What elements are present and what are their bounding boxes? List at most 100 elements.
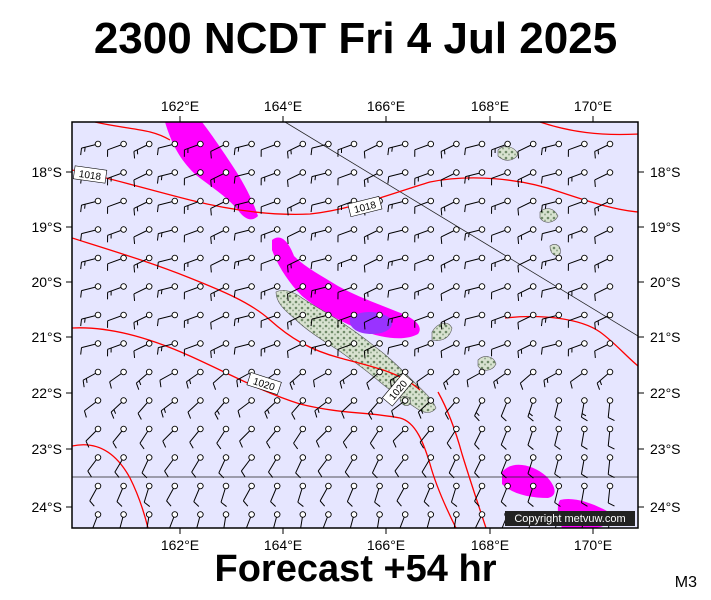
wind-barb [396,482,409,507]
wind-barb [107,169,127,186]
wind-barb [183,340,204,357]
wind-barb [310,311,332,327]
wind-barb [260,226,281,243]
wind-barb [366,368,383,390]
wind-barb [82,368,102,388]
lat-label-right-21: 21°S [650,329,681,345]
wind-barb [260,283,281,300]
wind-barb [387,226,409,241]
wind-barb [606,454,615,479]
wind-barb [183,226,204,243]
lat-labels-left: 18°S 19°S 20°S 21°S 22°S 23°S 24°S [31,164,62,515]
wind-barb [594,226,614,244]
copyright-text: Copyright metvuw.com [514,513,625,525]
wind-barb [517,169,537,187]
wind-barb [145,511,153,528]
wind-barb [594,283,614,301]
wind-barb [233,254,255,270]
wind-barb [268,454,281,478]
wind-barb [287,340,307,358]
wind-barb [337,283,358,300]
lon-labels-top: 162°E 164°E 166°E 168°E 170°E [161,98,612,114]
wind-barb [156,197,179,213]
wind-barb [310,226,332,241]
lat-label-right-24: 24°S [650,499,681,515]
wind-barb [567,226,588,243]
wind-barb [450,482,460,507]
wind-barb [299,511,307,528]
wind-barb [214,397,230,420]
isobar-5 [72,444,149,528]
wind-barb [110,397,127,419]
wind-barb [80,283,102,298]
wind-barb [580,454,588,479]
wind-barb [540,169,563,184]
wind-barb [440,340,460,358]
wind-barb [517,283,537,301]
wind-barb [491,283,511,300]
wind-barb [517,140,537,159]
wind-barb [210,226,230,244]
wind-barb [233,169,255,184]
wind-barb [237,397,255,418]
wind-barb [315,425,332,448]
wind-barb [239,425,255,448]
wind-barb [474,511,486,528]
wind-barb [554,482,563,507]
island-east-2 [549,244,561,256]
lat-label-right-22: 22°S [650,385,681,401]
wind-barb [187,397,204,419]
wind-barb [517,311,537,330]
wind-barb [500,397,511,422]
wind-barb [440,254,460,273]
wind-barb [156,311,179,327]
wind-barb [540,226,563,241]
wind-barb [540,340,563,355]
wind-barb [493,368,511,389]
wind-barb [191,454,204,478]
wind-barb [363,140,383,159]
wind-barb [156,283,179,298]
wind-barb [310,197,332,213]
wind-barb [464,311,486,327]
lon-label-top-164: 164°E [264,98,302,114]
wind-barb [287,226,307,244]
wind-barb [474,482,486,507]
wind-barb [183,140,204,157]
wind-barb [387,140,409,156]
wind-barb [156,140,179,156]
rain-area-central [272,237,420,339]
wind-barb [240,454,255,478]
wind-barb [160,397,179,418]
wind-barb [363,311,383,330]
wind-barb [80,340,102,355]
wind-barb [260,140,281,157]
wind-barb [133,311,153,330]
wind-barb [440,197,460,216]
wind-barb [448,454,460,479]
wind-barb [517,197,537,216]
isobar-label-2: 1018 [347,195,383,218]
wind-barb [107,226,127,243]
wind-barb [387,283,409,298]
wind-barb [233,340,255,355]
wind-barb [112,425,127,449]
wind-barb [85,425,102,448]
wind-barb [567,283,588,300]
wind-barb [310,140,332,156]
lon-label-bottom-170: 170°E [574,537,612,553]
wind-barb [527,454,537,479]
wind-barb [293,425,307,450]
wind-barb [189,425,204,449]
wind-barb [89,482,102,507]
wind-barb [220,482,230,507]
wind-barb [295,454,307,479]
wind-barb [368,397,383,420]
wind-barb [567,254,588,271]
wind-barb [440,283,460,301]
wind-barb [389,368,409,388]
wind-barb [216,425,230,450]
forecast-label: Forecast +54 hr [214,548,497,590]
wind-barb [260,311,281,328]
